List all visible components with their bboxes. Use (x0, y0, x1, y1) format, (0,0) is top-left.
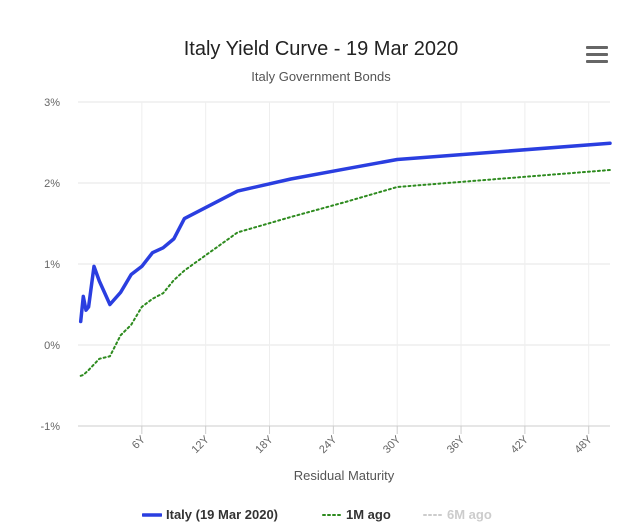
x-tick-label: 6Y (130, 433, 148, 451)
menu-line (586, 46, 608, 49)
grid-lines (78, 101, 610, 434)
chart-legend: Italy (19 Mar 2020) 1M ago 6M ago (0, 506, 642, 526)
legend-label: 1M ago (346, 507, 391, 522)
x-tick-label: 12Y (189, 433, 212, 456)
x-axis-label: Residual Maturity (294, 468, 395, 483)
y-tick-label: -1% (40, 421, 60, 433)
x-tick-label: 48Y (573, 433, 596, 456)
y-tick-label: 2% (44, 178, 60, 190)
menu-line (586, 53, 608, 56)
series-line-1[interactable] (79, 169, 611, 377)
x-tick-label: 36Y (445, 433, 468, 456)
x-tick-label: 18Y (253, 433, 276, 456)
legend-swatch (423, 514, 443, 516)
chart-title: Italy Yield Curve - 19 Mar 2020 (183, 38, 459, 60)
y-tick-label: 0% (44, 340, 60, 352)
x-tick-label: 24Y (317, 433, 340, 456)
legend-label: 6M ago (447, 507, 492, 522)
legend-label: Italy (19 Mar 2020) (166, 507, 279, 522)
yield-curve-plot: -1% 0% 1% 2% 3% 6Y 12Y 18Y 24Y 30Y 36Y 42Y 48Y Resi… (40, 97, 612, 483)
series-line-0[interactable] (78, 141, 612, 324)
hamburger-menu-icon[interactable] (586, 46, 608, 66)
x-axis-tick-labels: 6Y 12Y 18Y 24Y 30Y 36Y 42Y 48Y (130, 433, 595, 456)
legend-swatch (322, 514, 342, 516)
y-axis-tick-labels: -1% 0% 1% 2% 3% (40, 97, 60, 433)
x-tick-label: 30Y (381, 433, 404, 456)
chart-subtitle: Italy Government Bonds (251, 69, 391, 84)
series-lines (78, 141, 612, 377)
y-tick-label: 3% (44, 97, 60, 109)
x-tick-label: 42Y (509, 433, 532, 456)
y-tick-label: 1% (44, 259, 60, 271)
menu-line (586, 60, 608, 63)
legend-swatch (142, 513, 162, 517)
